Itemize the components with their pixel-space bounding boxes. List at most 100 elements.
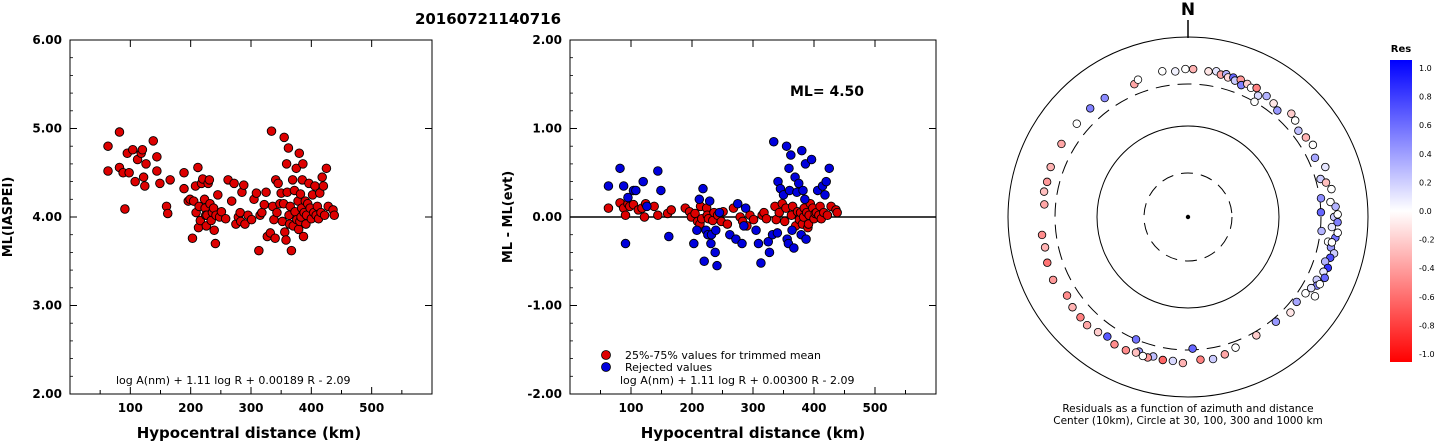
rejected-residual-point xyxy=(714,207,725,218)
trimmed-residual-point xyxy=(666,205,677,215)
ml-point xyxy=(120,204,130,214)
panel1-ticks: 100 200 300 400 500 2.00 3.00 4.00 5.00 6.00 xyxy=(32,33,432,415)
ml-point xyxy=(287,175,298,185)
ml-point xyxy=(226,196,237,206)
azimuth-residual-point xyxy=(1273,106,1282,115)
circle-300km xyxy=(1054,83,1322,351)
azimuth-residual-point xyxy=(1103,332,1112,341)
rejected-residual-point xyxy=(664,231,674,242)
trimmed-residual-point xyxy=(653,210,663,220)
ml-point xyxy=(103,166,113,176)
legend-marker-rejected xyxy=(601,362,611,372)
trimmed-residual-point xyxy=(761,214,772,224)
ml-point xyxy=(130,176,140,187)
azimuth-residual-point xyxy=(1326,197,1335,207)
rejected-residual-point xyxy=(768,137,779,147)
rejected-residual-point xyxy=(756,258,766,268)
legend-label-trimmed: 25%-75% values for trimmed mean xyxy=(625,349,821,362)
rejected-residual-point xyxy=(618,181,629,191)
rejected-residual-point xyxy=(653,166,663,176)
azimuth-residual-point xyxy=(1042,177,1052,187)
ml-point xyxy=(281,159,292,169)
rejected-residual-point xyxy=(733,198,743,209)
ml-point xyxy=(273,178,283,189)
panel0-xtick-label: 200 xyxy=(178,401,203,415)
rejected-residual-point xyxy=(615,163,625,174)
azimuth-residual-point xyxy=(1171,67,1180,76)
azimuth-residual-point xyxy=(1321,178,1331,187)
ml-point xyxy=(179,167,189,178)
azimuth-residual-point xyxy=(1086,104,1095,113)
panel1-xtick-label: 100 xyxy=(618,401,643,415)
rejected-residual-point xyxy=(772,228,783,238)
panel0-ytick-label: 3.00 xyxy=(32,299,62,313)
ml-point xyxy=(220,214,231,224)
colorbar-tick-label: 0.0 xyxy=(1419,207,1432,216)
ml-point xyxy=(140,181,150,191)
ml-point xyxy=(246,214,257,225)
colorbar-tick-label: -1.0 xyxy=(1419,350,1435,359)
azimuth-residual-point xyxy=(1076,313,1085,322)
colorbar-tick-label: -0.8 xyxy=(1419,321,1435,330)
azimuth-residual-point xyxy=(1188,344,1197,353)
azimuth-residual-point xyxy=(1287,109,1296,118)
azimuth-residual-point xyxy=(1231,343,1240,352)
rejected-residual-point xyxy=(692,225,702,236)
caption-line-1: Residuals as a function of azimuth and d… xyxy=(1062,403,1313,415)
panel0-ytick-label: 2.00 xyxy=(32,387,62,401)
azimuth-residual-point xyxy=(1252,83,1261,93)
trimmed-residual-point xyxy=(639,212,650,222)
rejected-residual-point xyxy=(620,238,631,249)
panel3-points xyxy=(1037,64,1342,368)
azimuth-residual-point xyxy=(1271,317,1281,326)
azimuth-residual-point xyxy=(1306,283,1316,293)
trimmed-residual-point xyxy=(774,207,784,218)
panel1-xtick-label: 300 xyxy=(740,401,765,415)
azimuth-residual-point xyxy=(1310,292,1320,301)
panel1-xlabel: Hypocentral distance (km) xyxy=(137,424,362,441)
trimmed-residual-point xyxy=(620,210,631,220)
rejected-residual-point xyxy=(642,201,652,212)
azimuth-residual-point xyxy=(1138,351,1148,361)
ml-point xyxy=(162,208,173,219)
azimuth-residual-point xyxy=(1327,222,1337,232)
azimuth-residual-point xyxy=(1057,139,1066,149)
panel1-points xyxy=(103,126,340,256)
ml-point xyxy=(239,180,249,190)
panel1-xtick-label: 500 xyxy=(862,401,887,415)
azimuth-residual-point xyxy=(1321,162,1330,172)
colorbar-ticks: 1.0 0.8 0.6 0.4 0.2 0.0 -0.2 -0.4 -0.6 -0.8 -1.0 xyxy=(1419,64,1435,359)
ml-point xyxy=(270,233,280,243)
ml-point xyxy=(103,141,113,151)
rejected-residual-point xyxy=(623,192,633,203)
rejected-residual-point xyxy=(764,247,775,258)
azimuth-residual-point xyxy=(1188,64,1198,74)
panel0-xtick-label: 500 xyxy=(359,401,384,415)
azimuth-residual-point xyxy=(1317,226,1326,236)
panel0-ytick-label: 4.00 xyxy=(32,210,62,224)
colorbar-tick-label: -0.4 xyxy=(1419,264,1435,273)
ml-point xyxy=(254,245,264,256)
rejected-residual-point xyxy=(689,238,699,249)
panel1-ytick-label: 1.00 xyxy=(532,122,562,136)
azimuth-residual-point xyxy=(1253,91,1263,100)
azimuth-residual-point xyxy=(1269,99,1278,108)
rejected-residual-point xyxy=(787,225,797,236)
rejected-residual-point xyxy=(781,141,792,151)
azimuth-residual-point xyxy=(1121,346,1131,355)
ml-point xyxy=(286,245,297,256)
colorbar-title: Res xyxy=(1391,44,1411,55)
rejected-residual-point xyxy=(753,238,764,249)
ml-point xyxy=(279,132,289,143)
ml-point xyxy=(141,159,151,169)
ml-point xyxy=(152,166,162,176)
rejected-residual-point xyxy=(824,163,835,174)
ml-point xyxy=(165,175,175,185)
ml-point xyxy=(251,188,262,198)
trimmed-residual-point xyxy=(779,216,790,227)
azimuth-residual-point xyxy=(1315,279,1325,289)
panel2-legend: 25%-75% values for trimmed mean Rejected… xyxy=(601,349,821,374)
azimuth-residual-point xyxy=(1301,289,1310,298)
colorbar-tick-label: 0.4 xyxy=(1419,150,1432,159)
